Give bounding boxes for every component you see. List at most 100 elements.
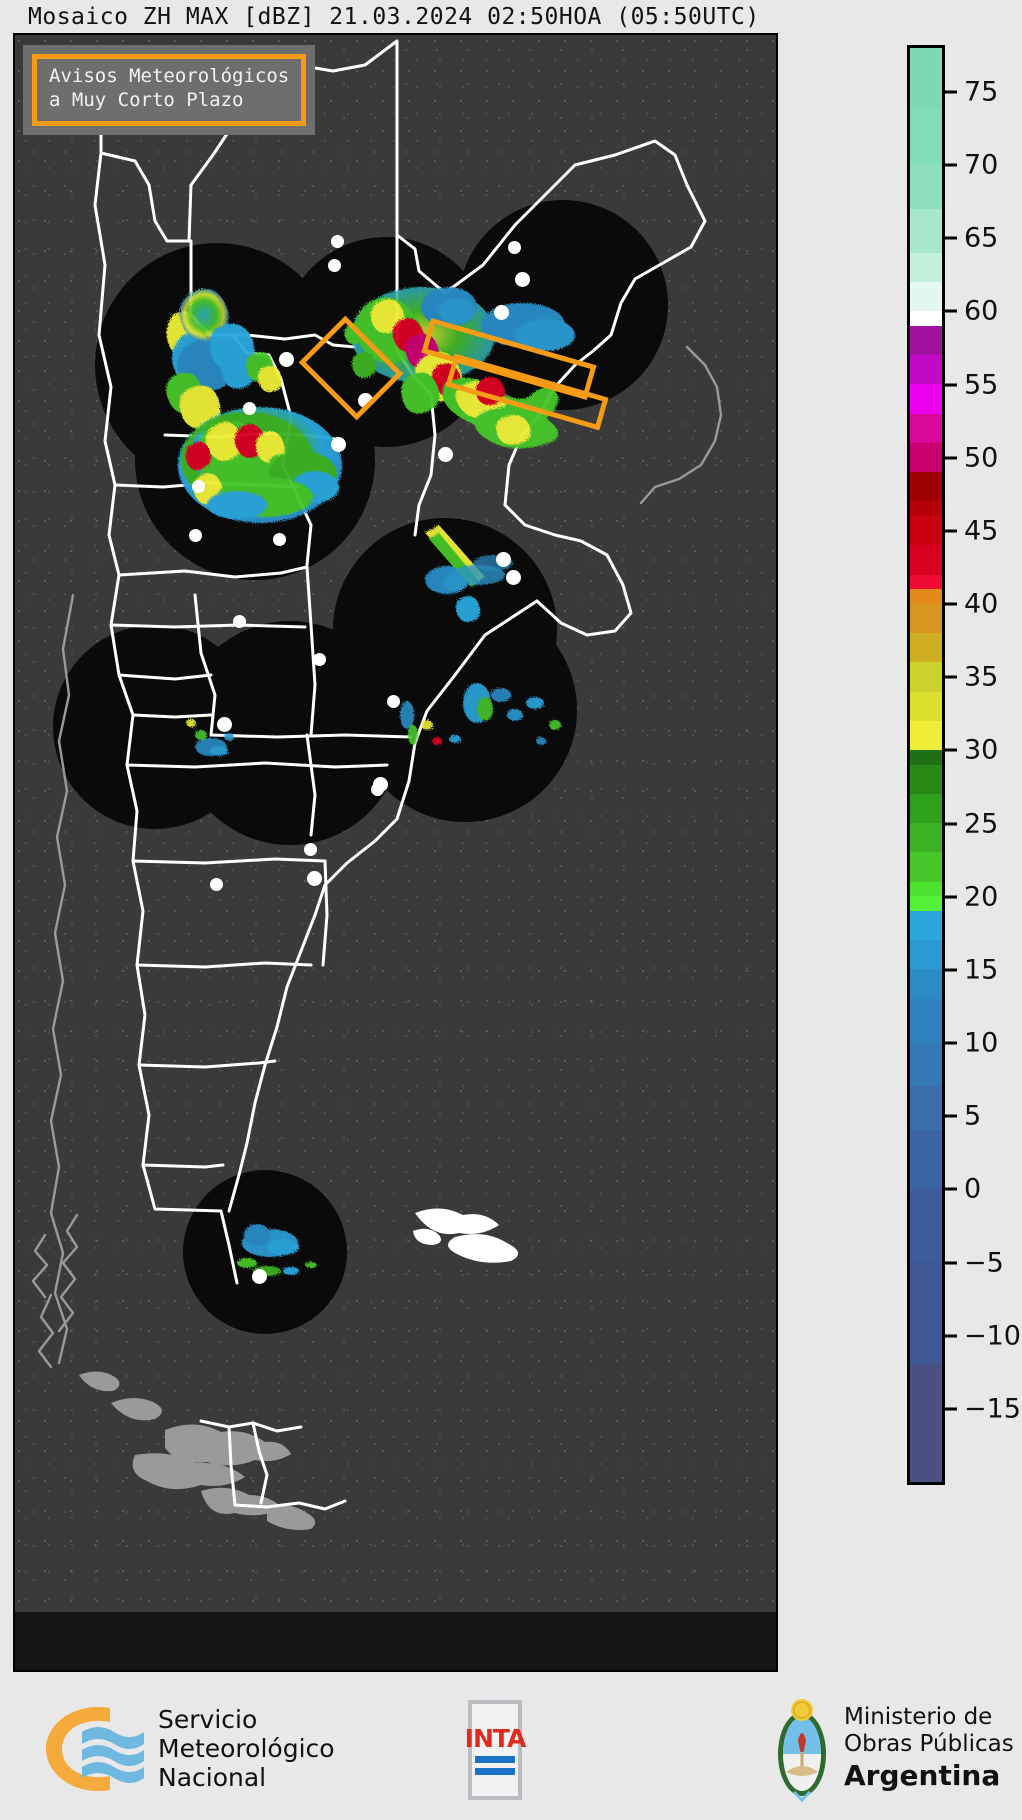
- colorbar-tick: 45: [945, 515, 998, 546]
- radar-site-marker[interactable]: [252, 1269, 267, 1284]
- radar-site-marker[interactable]: [494, 305, 509, 320]
- colorbar-band: [910, 545, 942, 575]
- city-marker: [192, 480, 205, 493]
- colorbar-band: [910, 1262, 942, 1365]
- smn-line-2: Meteorológico: [158, 1734, 335, 1763]
- page-title: Mosaico ZH MAX [dBZ] 21.03.2024 02:50HOA…: [28, 3, 760, 30]
- colorbar-band: [910, 252, 942, 283]
- city-marker: [331, 235, 344, 248]
- colorbar-tick-line: [945, 1261, 957, 1264]
- colorbar-tick-line: [945, 529, 957, 533]
- colorbar-tick: 40: [945, 589, 998, 620]
- logo-inta: INTA: [465, 1700, 526, 1800]
- colorbar-band: [910, 720, 942, 751]
- colorbar-tick-line: [945, 163, 957, 167]
- colorbar-band: [910, 633, 942, 663]
- colorbar-tick-label: 75: [964, 76, 999, 108]
- colorbar-tick-line: [945, 748, 957, 752]
- colorbar-tick-line: [945, 1187, 957, 1191]
- colorbar-band: [910, 1086, 942, 1131]
- colorbar-tick-label: 30: [964, 734, 999, 766]
- colorbar-band: [910, 764, 942, 794]
- inta-bar: [475, 1767, 515, 1775]
- smn-line-1: Servicio: [158, 1705, 258, 1734]
- colorbar-tick: −15: [945, 1393, 1021, 1424]
- argentina-coat-of-arms-icon: [772, 1694, 832, 1803]
- radar-map-panel[interactable]: Avisos Meteorológicos a Muy Corto Plazo: [13, 33, 778, 1672]
- radar-site-marker[interactable]: [438, 447, 453, 462]
- colorbar-band: [910, 691, 942, 721]
- inta-logo-icon: INTA: [465, 1700, 526, 1800]
- colorbar-tick-label: 50: [964, 442, 999, 474]
- colorbar-tick-label: 40: [964, 588, 999, 620]
- colorbar-tick-label: 0: [964, 1173, 982, 1205]
- radar-site-marker[interactable]: [217, 717, 232, 732]
- colorbar-band: [910, 998, 942, 1043]
- colorbar-tick: 70: [945, 150, 998, 181]
- colorbar-tick-line: [945, 1407, 957, 1411]
- smn-logo-icon: [38, 1696, 146, 1801]
- colorbar-band: [910, 355, 942, 385]
- colorbar-band: [910, 1130, 942, 1189]
- smn-logo-text: Servicio Meteorológico Nacional: [158, 1705, 335, 1792]
- colorbar-tick-label: 5: [964, 1100, 982, 1132]
- radar-site-marker[interactable]: [307, 871, 322, 886]
- radar-site-marker[interactable]: [358, 393, 373, 408]
- colorbar-band: [910, 603, 942, 634]
- ministerio-line-2: Obras Públicas: [844, 1731, 1014, 1758]
- colorbar-band: [910, 384, 942, 414]
- colorbar-band: [910, 1364, 942, 1482]
- colorbar-band: [910, 823, 942, 853]
- colorbar-band: [910, 325, 942, 356]
- radar-site-marker[interactable]: [506, 570, 521, 585]
- colorbar-tick-label: 65: [964, 222, 999, 254]
- colorbar-band: [910, 910, 942, 941]
- colorbar-tick: −10: [945, 1320, 1021, 1351]
- colorbar-tick-label: 45: [964, 515, 999, 547]
- colorbar-band: [910, 48, 942, 107]
- ministerio-logo-text: Ministerio de Obras Públicas Argentina: [844, 1704, 1014, 1791]
- colorbar-band: [910, 881, 942, 897]
- colorbar-tick-label: 20: [964, 881, 999, 913]
- radar-site-marker[interactable]: [373, 777, 388, 792]
- radar-site-marker[interactable]: [331, 437, 346, 452]
- avisos-legend-box: Avisos Meteorológicos a Muy Corto Plazo: [23, 45, 316, 135]
- radar-echo-layer: [166, 287, 575, 1276]
- colorbar-tick-label: 10: [964, 1027, 999, 1059]
- colorbar-band: [910, 413, 942, 443]
- city-marker: [189, 529, 202, 542]
- colorbar-tick-line: [945, 1114, 957, 1118]
- colorbar-band: [910, 793, 942, 824]
- colorbar-band: [910, 750, 942, 765]
- city-marker: [328, 259, 341, 272]
- colorbar-tick-label: −5: [964, 1247, 1004, 1278]
- colorbar-band: [910, 516, 942, 546]
- radar-site-marker[interactable]: [515, 272, 530, 287]
- colorbar-tick: 30: [945, 735, 998, 766]
- colorbar-tick-line: [945, 383, 957, 387]
- colorbar-tick: 75: [945, 76, 998, 107]
- colorbar-tick-label: 15: [964, 954, 999, 986]
- logo-ministerio: Ministerio de Obras Públicas Argentina: [772, 1694, 1014, 1803]
- colorbar-ticks: 75 70 65 60 55 50 45 40 35 30 25 20 15 10 5 0 −5 −10 −15: [945, 45, 1022, 1485]
- smn-line-3: Nacional: [158, 1763, 267, 1792]
- colorbar-tick-line: [945, 309, 957, 313]
- colorbar-band: [910, 208, 942, 253]
- colorbar-tick-label: −15: [964, 1393, 1021, 1425]
- colorbar-band: [910, 969, 942, 999]
- colorbar-tick-label: −10: [964, 1320, 1021, 1352]
- ministerio-line-1: Ministerio de: [844, 1704, 993, 1731]
- colorbar-tick-line: [945, 968, 957, 972]
- colorbar-band: [910, 574, 942, 590]
- colorbar-band: [910, 940, 942, 970]
- colorbar-tick: 35: [945, 662, 998, 693]
- radar-site-marker[interactable]: [279, 352, 294, 367]
- city-marker: [210, 878, 223, 891]
- colorbar-tick-label: 55: [964, 369, 999, 401]
- colorbar-band: [910, 501, 942, 517]
- colorbar-tick: 55: [945, 369, 998, 400]
- colorbar-tick-line: [945, 1334, 957, 1338]
- avisos-line-2: a Muy Corto Plazo: [49, 88, 244, 111]
- inta-wordmark: INTA: [464, 1723, 527, 1753]
- radar-site-marker[interactable]: [496, 552, 511, 567]
